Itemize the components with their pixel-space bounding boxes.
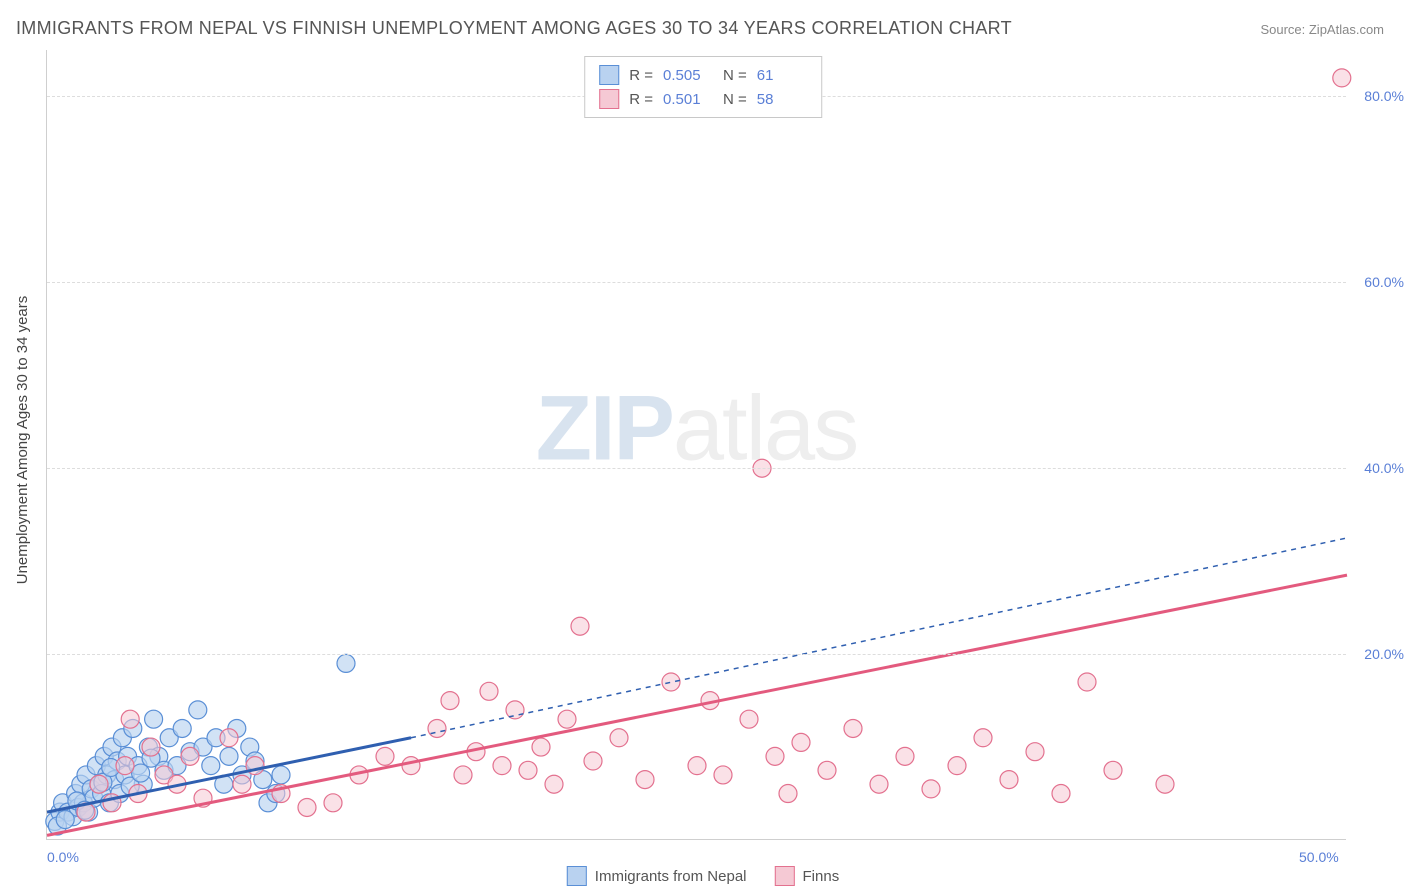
data-point bbox=[896, 747, 914, 765]
legend-row: R = 0.501 N = 58 bbox=[599, 87, 807, 111]
y-tick-label: 80.0% bbox=[1364, 88, 1404, 104]
data-point bbox=[56, 811, 74, 829]
x-tick-label: 50.0% bbox=[1299, 849, 1339, 865]
grid-line bbox=[47, 468, 1346, 469]
data-point bbox=[714, 766, 732, 784]
legend-swatch bbox=[599, 65, 619, 85]
data-point bbox=[688, 757, 706, 775]
data-point bbox=[337, 654, 355, 672]
data-point bbox=[740, 710, 758, 728]
data-point bbox=[145, 710, 163, 728]
data-point bbox=[454, 766, 472, 784]
data-point bbox=[202, 757, 220, 775]
data-point bbox=[571, 617, 589, 635]
legend-swatch bbox=[567, 866, 587, 886]
data-point bbox=[428, 719, 446, 737]
y-tick-label: 40.0% bbox=[1364, 460, 1404, 476]
chart-title: IMMIGRANTS FROM NEPAL VS FINNISH UNEMPLO… bbox=[16, 18, 1012, 39]
legend-swatch bbox=[775, 866, 795, 886]
data-point bbox=[90, 775, 108, 793]
legend-item: Immigrants from Nepal bbox=[567, 866, 747, 886]
data-point bbox=[441, 692, 459, 710]
legend-r-value: 0.505 bbox=[663, 67, 713, 84]
data-point bbox=[844, 719, 862, 737]
data-point bbox=[324, 794, 342, 812]
plot-area: ZIPatlas 20.0%40.0%60.0%80.0%0.0%50.0% bbox=[46, 50, 1346, 840]
legend-label: Finns bbox=[803, 868, 840, 885]
data-point bbox=[766, 747, 784, 765]
data-point bbox=[779, 785, 797, 803]
y-tick-label: 60.0% bbox=[1364, 274, 1404, 290]
legend-n-value: 58 bbox=[757, 91, 807, 108]
data-point bbox=[792, 733, 810, 751]
data-point bbox=[610, 729, 628, 747]
series-legend: Immigrants from Nepal Finns bbox=[567, 866, 839, 886]
data-point bbox=[1156, 775, 1174, 793]
correlation-legend: R = 0.505 N = 61 R = 0.501 N = 58 bbox=[584, 56, 822, 118]
data-point bbox=[870, 775, 888, 793]
source-attribution: Source: ZipAtlas.com bbox=[1260, 22, 1384, 37]
legend-label: Immigrants from Nepal bbox=[595, 868, 747, 885]
data-point bbox=[545, 775, 563, 793]
data-point bbox=[1026, 743, 1044, 761]
data-point bbox=[1078, 673, 1096, 691]
data-point bbox=[1333, 69, 1351, 87]
data-point bbox=[558, 710, 576, 728]
legend-swatch bbox=[599, 89, 619, 109]
data-point bbox=[662, 673, 680, 691]
data-point bbox=[181, 747, 199, 765]
legend-n-label: N = bbox=[723, 91, 747, 108]
data-point bbox=[189, 701, 207, 719]
legend-row: R = 0.505 N = 61 bbox=[599, 63, 807, 87]
data-point bbox=[1052, 785, 1070, 803]
data-point bbox=[480, 682, 498, 700]
legend-r-value: 0.501 bbox=[663, 91, 713, 108]
y-tick-label: 20.0% bbox=[1364, 646, 1404, 662]
data-point bbox=[376, 747, 394, 765]
data-point bbox=[116, 757, 134, 775]
data-point bbox=[519, 761, 537, 779]
y-axis-label: Unemployment Among Ages 30 to 34 years bbox=[14, 296, 31, 585]
data-point bbox=[142, 738, 160, 756]
data-point bbox=[220, 729, 238, 747]
data-point bbox=[220, 747, 238, 765]
data-point bbox=[1000, 771, 1018, 789]
data-point bbox=[948, 757, 966, 775]
legend-r-label: R = bbox=[629, 91, 653, 108]
data-point bbox=[974, 729, 992, 747]
grid-line bbox=[47, 282, 1346, 283]
data-point bbox=[298, 798, 316, 816]
legend-r-label: R = bbox=[629, 67, 653, 84]
data-point bbox=[233, 775, 251, 793]
regression-line bbox=[47, 575, 1347, 835]
data-point bbox=[493, 757, 511, 775]
data-point bbox=[532, 738, 550, 756]
chart-svg bbox=[47, 50, 1346, 839]
legend-item: Finns bbox=[775, 866, 840, 886]
data-point bbox=[922, 780, 940, 798]
data-point bbox=[636, 771, 654, 789]
data-point bbox=[584, 752, 602, 770]
data-point bbox=[818, 761, 836, 779]
data-point bbox=[1104, 761, 1122, 779]
data-point bbox=[272, 766, 290, 784]
legend-n-value: 61 bbox=[757, 67, 807, 84]
data-point bbox=[121, 710, 139, 728]
data-point bbox=[173, 719, 191, 737]
x-tick-label: 0.0% bbox=[47, 849, 79, 865]
grid-line bbox=[47, 654, 1346, 655]
data-point bbox=[402, 757, 420, 775]
legend-n-label: N = bbox=[723, 67, 747, 84]
regression-line-ext bbox=[411, 538, 1347, 738]
